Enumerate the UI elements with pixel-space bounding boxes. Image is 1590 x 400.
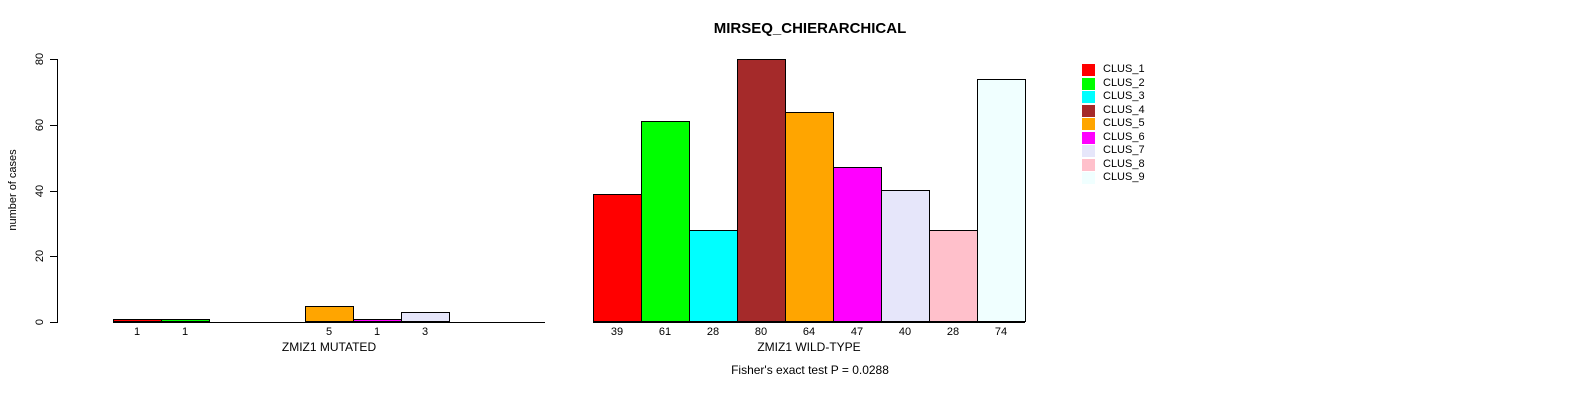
legend-item: CLUS_7 <box>1082 144 1172 157</box>
bar-zmiz1-wild-type-clus_8 <box>929 230 978 322</box>
legend-swatch <box>1082 91 1095 103</box>
bar-value-label: 5 <box>325 326 333 338</box>
bar-value-label: 28 <box>946 326 960 338</box>
y-tick-label: 40 <box>34 184 46 197</box>
bar-value-label: 28 <box>706 326 720 338</box>
legend-label: CLUS_8 <box>1103 157 1145 170</box>
legend-swatch <box>1082 158 1095 171</box>
legend-item: CLUS_4 <box>1082 104 1172 117</box>
legend-label: CLUS_1 <box>1103 63 1145 75</box>
legend-label: CLUS_2 <box>1103 76 1145 89</box>
group-axis-label: ZMIZ1 MUTATED <box>281 340 377 354</box>
chart-title: MIRSEQ_CHIERARCHICAL <box>713 20 907 37</box>
legend-item: CLUS_8 <box>1082 158 1172 171</box>
legend-item: CLUS_2 <box>1082 77 1172 90</box>
legend-swatch <box>1082 118 1095 130</box>
legend-label: CLUS_4 <box>1103 103 1145 116</box>
legend-label: CLUS_9 <box>1103 171 1145 183</box>
footnote-text: Fisher's exact test P = 0.0288 <box>731 363 889 377</box>
legend-swatch <box>1082 64 1095 76</box>
group-axis-label: ZMIZ1 WILD-TYPE <box>757 340 861 354</box>
y-tick-label: 80 <box>34 52 46 66</box>
bar-value-label: 1 <box>181 326 189 338</box>
bar-zmiz1-wild-type-clus_5 <box>785 112 834 322</box>
y-tick-mark <box>50 190 57 192</box>
bar-value-label: 74 <box>994 326 1008 338</box>
legend-item: CLUS_9 <box>1082 171 1172 184</box>
legend-item: CLUS_1 <box>1082 63 1172 76</box>
y-axis-label: number of cases <box>7 149 19 231</box>
bar-zmiz1-wild-type-clus_1 <box>593 194 642 322</box>
bar-value-label: 61 <box>658 326 672 338</box>
bar-zmiz1-wild-type-clus_9 <box>977 79 1026 322</box>
legend-label: CLUS_7 <box>1103 144 1145 156</box>
bar-value-label: 47 <box>850 326 864 338</box>
legend-item: CLUS_5 <box>1082 117 1172 130</box>
legend-swatch <box>1082 145 1095 157</box>
y-tick-mark <box>50 256 57 258</box>
y-tick-label: 20 <box>34 250 46 263</box>
legend-swatch <box>1082 172 1095 184</box>
x-baseline <box>593 322 1025 323</box>
legend-swatch <box>1082 131 1095 144</box>
bar-value-label: 64 <box>802 326 816 338</box>
bar-value-label: 40 <box>898 326 912 338</box>
x-baseline <box>113 322 545 323</box>
bar-zmiz1-mutated-clus_6 <box>353 319 402 322</box>
bar-zmiz1-wild-type-clus_7 <box>881 190 930 322</box>
legend-label: CLUS_3 <box>1103 90 1145 102</box>
legend-swatch <box>1082 104 1095 117</box>
bar-zmiz1-mutated-clus_7 <box>401 312 450 322</box>
bar-zmiz1-wild-type-clus_4 <box>737 59 786 322</box>
bar-value-label: 39 <box>610 326 624 338</box>
bar-zmiz1-wild-type-clus_3 <box>689 230 738 322</box>
y-tick-mark <box>50 124 57 126</box>
y-tick-label: 60 <box>34 118 46 131</box>
y-tick-label: 0 <box>34 318 46 326</box>
bar-value-label: 80 <box>754 326 768 338</box>
bar-zmiz1-mutated-clus_1 <box>113 319 162 322</box>
legend-item: CLUS_3 <box>1082 90 1172 103</box>
y-axis-spine <box>57 59 58 323</box>
legend-label: CLUS_5 <box>1103 117 1145 129</box>
bar-value-label: 1 <box>133 326 141 338</box>
bar-value-label: 1 <box>373 326 381 338</box>
legend-label: CLUS_6 <box>1103 130 1145 143</box>
bar-zmiz1-wild-type-clus_2 <box>641 121 690 322</box>
y-tick-mark <box>50 59 57 60</box>
legend-swatch <box>1082 77 1095 90</box>
bar-zmiz1-mutated-clus_5 <box>305 306 354 322</box>
bar-zmiz1-mutated-clus_2 <box>161 319 210 322</box>
bar-value-label: 3 <box>421 326 429 338</box>
y-tick-mark <box>50 322 57 323</box>
legend-item: CLUS_6 <box>1082 131 1172 144</box>
bar-zmiz1-wild-type-clus_6 <box>833 167 882 322</box>
